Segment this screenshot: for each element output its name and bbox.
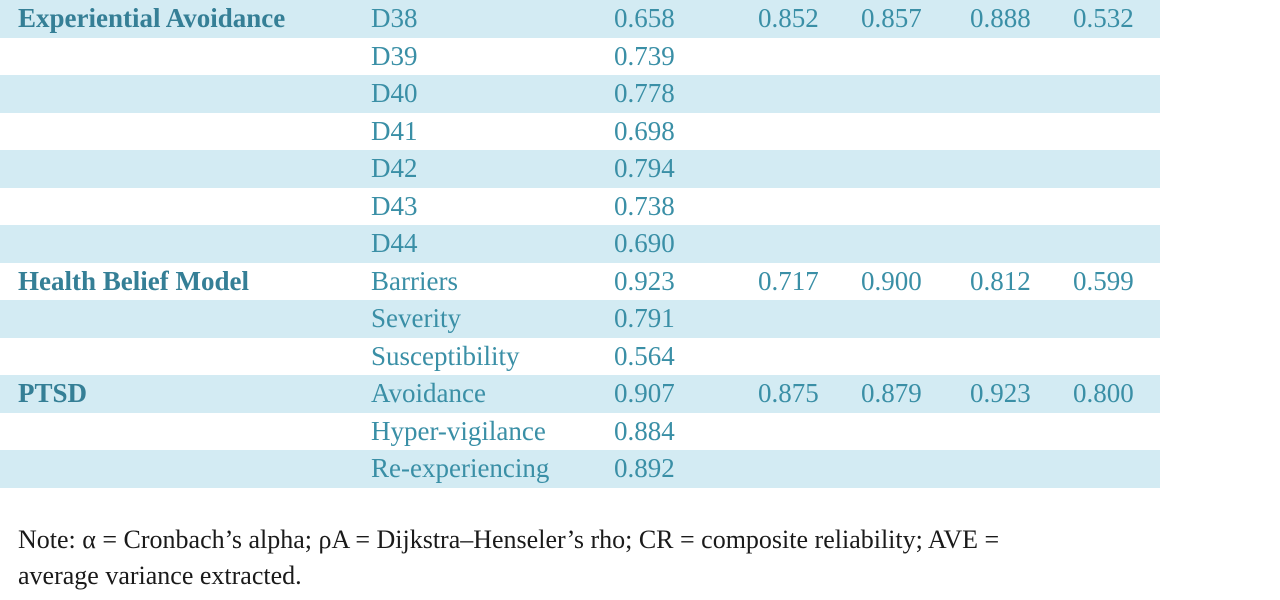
loading-value: 0.892 [614,453,675,483]
alpha-value: 0.852 [758,3,819,33]
item-label: Barriers [371,265,458,296]
loading-value: 0.738 [614,190,675,221]
alpha-value: 0.875 [758,378,819,408]
item-label: D38 [371,3,418,33]
loading-value: 0.739 [614,40,675,71]
table-row: D44 0.690 [0,225,1160,263]
construct-label: Health Belief Model [18,265,249,296]
table-row: Re-experiencing 0.892 [0,450,1160,488]
item-label: Susceptibility [371,340,520,371]
construct-label: Experiential Avoidance [18,3,286,33]
table-row: Experiential Avoidance D38 0.658 0.852 0… [0,0,1160,38]
loading-value: 0.658 [614,3,675,33]
ave-value: 0.599 [1073,265,1134,296]
ave-value: 0.800 [1073,378,1134,408]
item-label: Avoidance [371,378,486,408]
alpha-value: 0.717 [758,265,819,296]
cr-value: 0.888 [970,3,1031,33]
loading-value: 0.564 [614,340,675,371]
table-row: Health Belief Model Barriers 0.923 0.717… [0,263,1160,301]
table-row: D43 0.738 [0,188,1160,226]
reliability-table: Experiential Avoidance D38 0.658 0.852 0… [0,0,1160,488]
table-footnote: Note: α = Cronbach’s alpha; ρA = Dijkstr… [18,522,1268,594]
table-row: PTSD Avoidance 0.907 0.875 0.879 0.923 0… [0,375,1160,413]
item-label: D43 [371,190,418,221]
item-label: D42 [371,153,418,183]
table-row: D41 0.698 [0,113,1160,151]
loading-value: 0.698 [614,115,675,146]
item-label: D44 [371,228,418,258]
loading-value: 0.923 [614,265,675,296]
loading-value: 0.778 [614,78,675,108]
loading-value: 0.884 [614,415,675,446]
item-label: D39 [371,40,418,71]
cr-value: 0.812 [970,265,1031,296]
table-row: D42 0.794 [0,150,1160,188]
table-row: D39 0.739 [0,38,1160,76]
footnote-line: average variance extracted. [18,561,302,590]
rhoa-value: 0.857 [861,3,922,33]
footnote-line: Note: α = Cronbach’s alpha; ρA = Dijkstr… [18,525,1000,554]
table-row: Hyper-vigilance 0.884 [0,413,1160,451]
construct-label: PTSD [18,378,88,408]
table-row: D40 0.778 [0,75,1160,113]
ave-value: 0.532 [1073,3,1134,33]
item-label: Hyper-vigilance [371,415,546,446]
item-label: D41 [371,115,418,146]
cr-value: 0.923 [970,378,1031,408]
table-row: Severity 0.791 [0,300,1160,338]
item-label: D40 [371,78,418,108]
loading-value: 0.794 [614,153,675,183]
loading-value: 0.907 [614,378,675,408]
item-label: Re-experiencing [371,453,550,483]
item-label: Severity [371,303,461,333]
loading-value: 0.690 [614,228,675,258]
table-row: Susceptibility 0.564 [0,338,1160,376]
loading-value: 0.791 [614,303,675,333]
rhoa-value: 0.879 [861,378,922,408]
rhoa-value: 0.900 [861,265,922,296]
